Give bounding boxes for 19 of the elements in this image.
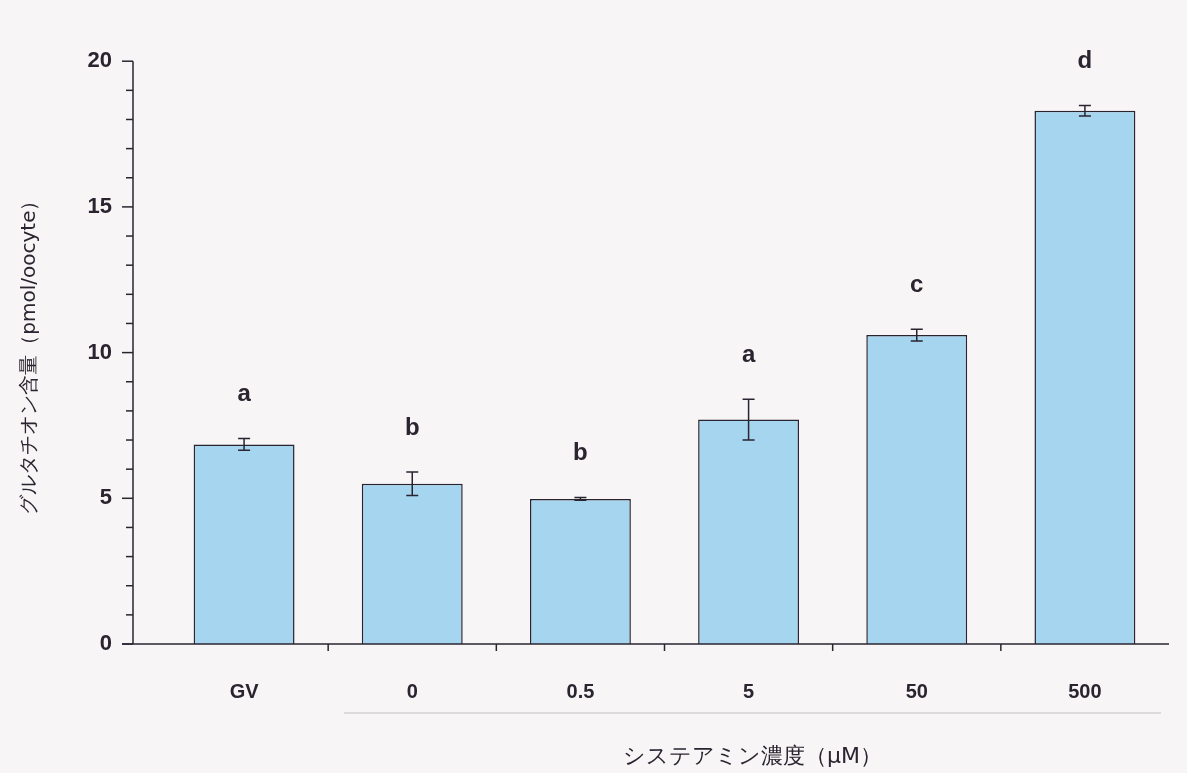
annotation: b [573, 438, 588, 466]
y-tick-label: 20 [87, 47, 112, 73]
x-tick-label: GV [229, 679, 260, 702]
x-tick-label: 500 [1068, 679, 1102, 702]
x-axis-title: システアミン濃度（μM） [623, 742, 883, 768]
annotation: a [237, 379, 252, 407]
y-tick-label: 10 [87, 338, 112, 364]
y-axis-title: グルタチオン含量（pmol/oocyte） [16, 190, 41, 515]
annotation: d [1077, 46, 1093, 74]
y-tick-label: 15 [87, 192, 112, 218]
y-tick-label: 0 [99, 630, 112, 656]
x-tick-label: 5 [743, 679, 755, 702]
x-tick-label: 0 [406, 679, 418, 702]
annotation: a [741, 339, 756, 367]
annotation: b [404, 412, 420, 440]
x-tick-label: 0.5 [566, 679, 595, 702]
x-tick-label: 50 [905, 679, 928, 702]
y-tick-label: 5 [99, 484, 112, 510]
annotation: c [910, 269, 924, 297]
